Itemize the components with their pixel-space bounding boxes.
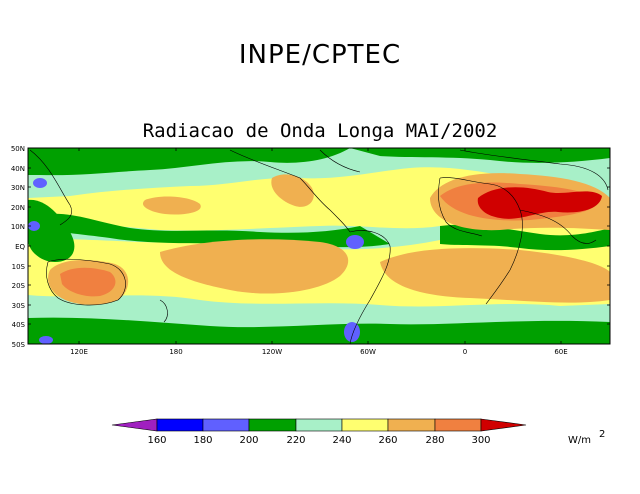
field-sepac-280: [160, 239, 349, 294]
lon-label: 120E: [70, 348, 88, 356]
longitude-axis: 120E 180 120W 60W 0 60E: [70, 148, 568, 356]
map-title: Radiacao de Onda Longa MAI/2002: [142, 120, 498, 142]
field-australia-300: [60, 267, 116, 297]
colorbar-swatch: [480, 418, 527, 432]
organization-title: INPE/CPTEC: [238, 40, 402, 70]
colorbar-units-exponent: 2: [599, 429, 605, 440]
lon-label: 180: [169, 348, 182, 356]
lat-label: 40S: [12, 321, 26, 329]
colorbar-tick: 200: [239, 435, 258, 446]
colorbar-swatch: [387, 418, 436, 432]
field-satl-280: [380, 248, 610, 303]
colorbar-swatch: [341, 418, 389, 432]
colorbar-swatch: [202, 418, 250, 432]
olr-field: [28, 148, 610, 344]
colorbar-tick: 280: [425, 435, 444, 446]
lat-label: 10S: [12, 263, 26, 271]
lon-label: 120W: [262, 348, 282, 356]
field-npac-280: [142, 196, 201, 215]
colorbar-swatch: [111, 418, 158, 432]
colorbar-tick: 260: [378, 435, 397, 446]
coastlines: [29, 149, 609, 344]
colorbar-swatch: [434, 418, 482, 432]
colorbar-tick: 300: [471, 435, 490, 446]
lat-label: 10N: [11, 223, 25, 231]
lat-label: 20S: [12, 282, 26, 290]
field-maritime-220: [28, 199, 75, 262]
lat-label: 20N: [11, 204, 25, 212]
lat-label: 30S: [12, 302, 26, 310]
field-asia-180: [33, 178, 47, 188]
field-north-220: [28, 148, 350, 176]
lat-label: 50N: [11, 145, 25, 153]
field-amazon-180: [346, 235, 364, 249]
lon-label: 60W: [360, 348, 376, 356]
colorbar-units: W/m: [568, 435, 591, 446]
lat-label: 50S: [12, 341, 26, 349]
field-north-220b: [350, 148, 610, 163]
field-south-180: [39, 336, 53, 344]
field-africa-220: [440, 224, 610, 251]
field-sahara-red: [477, 187, 602, 219]
colorbar-tick: 180: [193, 435, 212, 446]
field-indo-180: [28, 221, 40, 231]
lat-label: EQ: [15, 243, 25, 251]
latitude-axis: 50N 40N 30N 20N 10N EQ 10S 20S 30S 40S 5…: [11, 145, 610, 349]
colorbar-swatch: [295, 418, 343, 432]
colorbar-tick: 220: [286, 435, 305, 446]
colorbar-tick: 240: [332, 435, 351, 446]
field-mexico-280: [271, 174, 314, 207]
lat-label: 30N: [11, 184, 25, 192]
colorbar-swatch: [248, 418, 297, 432]
field-itcz-220: [40, 213, 390, 248]
colorbar: 160 180 200 220 240 260 280 300 W/m 2: [111, 418, 605, 446]
colorbar-swatch: [156, 418, 204, 432]
lon-label: 60E: [554, 348, 567, 356]
colorbar-tick: 160: [147, 435, 166, 446]
field-south-220: [28, 317, 610, 344]
lon-label: 0: [463, 348, 467, 356]
field-chile-180: [344, 322, 360, 342]
lat-label: 40N: [11, 165, 25, 173]
